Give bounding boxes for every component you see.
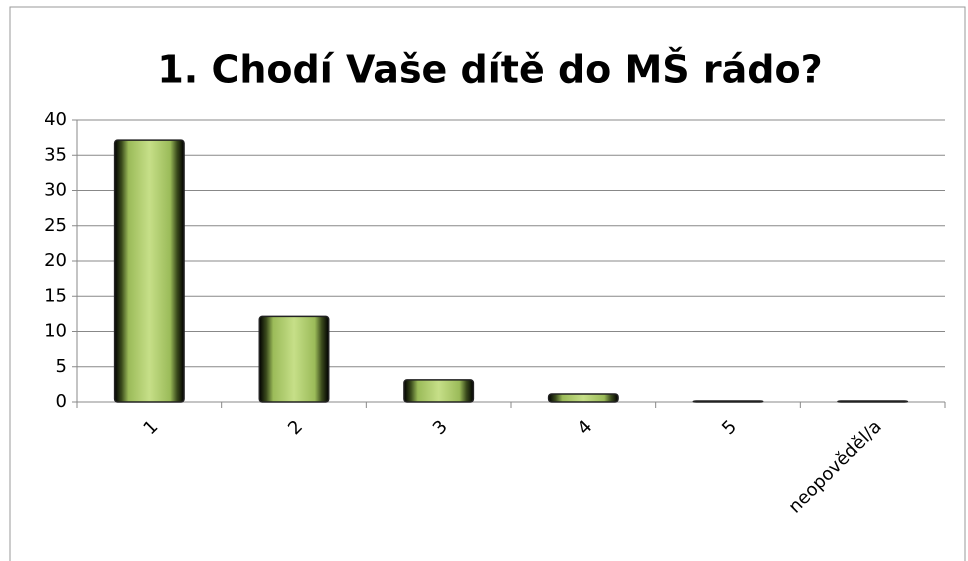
y-tick-label: 35 xyxy=(44,144,67,165)
y-tick-label: 40 xyxy=(44,109,67,130)
bar xyxy=(837,400,909,403)
y-tick-label: 5 xyxy=(56,356,67,377)
y-tick-label: 10 xyxy=(44,321,67,342)
bar xyxy=(258,315,330,403)
y-tick-label: 15 xyxy=(44,285,67,306)
bar xyxy=(547,393,619,403)
bar xyxy=(692,400,764,403)
y-tick-label: 20 xyxy=(44,250,67,271)
y-tick-label: 0 xyxy=(56,391,67,412)
bar xyxy=(113,139,185,403)
y-tick-label: 30 xyxy=(44,180,67,201)
y-tick-label: 25 xyxy=(44,215,67,236)
bar xyxy=(403,379,475,403)
chart-title: 1. Chodí Vaše dítě do MŠ rádo? xyxy=(157,48,822,92)
